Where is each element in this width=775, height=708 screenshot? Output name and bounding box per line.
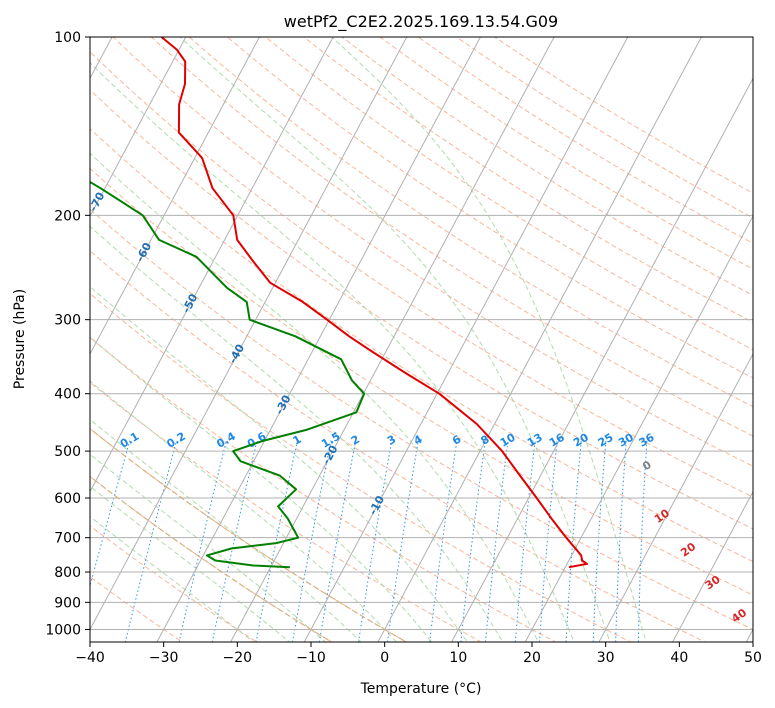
x-tick-label: 30	[597, 650, 615, 666]
dry-adiabat	[90, 250, 707, 642]
y-tick-label: 800	[54, 565, 81, 581]
background-lines	[90, 37, 753, 642]
mixing-ratio-line	[90, 440, 131, 588]
mixing-ratio-line	[178, 440, 227, 642]
y-tick-label: 600	[54, 491, 81, 507]
isotherm-line	[303, 37, 629, 642]
isotherm-line	[90, 37, 187, 218]
y-tick-label: 1000	[45, 622, 81, 638]
x-tick-label: 20	[523, 650, 541, 666]
y-axis: 1000 900 800 700 600 500 400 300 200 100	[45, 30, 90, 638]
x-tick-label: 10	[449, 650, 467, 666]
plot-frame	[89, 36, 754, 643]
profile-series	[90, 37, 588, 569]
moist-adiabat	[90, 380, 398, 642]
isotherm-line	[156, 37, 482, 642]
y-axis-label: Pressure (hPa)	[12, 289, 28, 389]
dry-adiabat	[90, 381, 482, 642]
outer-adiabat-arc	[90, 475, 333, 642]
moist-adiabat	[90, 485, 291, 642]
dry-adiabat	[90, 336, 557, 642]
dry-adiabat	[150, 37, 753, 437]
y-tick-label: 500	[54, 444, 81, 460]
x-tick-label: −20	[223, 650, 253, 666]
isotherm-line	[524, 215, 753, 642]
dry-adiabat	[90, 89, 753, 530]
moist-adiabat	[90, 61, 575, 642]
dry-adiabat	[90, 292, 632, 642]
mixing-ratio-line	[318, 440, 357, 642]
temperature-line	[160, 37, 588, 569]
isotherm-line	[598, 352, 753, 642]
dry-adiabat	[264, 37, 753, 351]
isotherm-line	[90, 37, 334, 493]
isotherm-line	[90, 37, 408, 631]
moist-adiabat	[90, 453, 327, 642]
isotherm-line	[672, 490, 753, 642]
y-tick-label: 700	[54, 531, 81, 547]
isotherm-line	[230, 37, 555, 642]
x-tick-label: 0	[380, 650, 389, 666]
moist-adiabat	[90, 418, 362, 642]
mixing-ratio-line	[292, 440, 332, 642]
x-tick-label: 50	[744, 650, 762, 666]
x-tick-label: 40	[670, 650, 688, 666]
x-tick-label: −40	[75, 650, 105, 666]
y-tick-label: 400	[54, 387, 81, 403]
dry-adiabat	[226, 37, 753, 379]
dry-adiabat	[112, 37, 753, 467]
x-axis-label: Temperature (°C)	[360, 681, 482, 697]
y-tick-label: 200	[54, 208, 81, 224]
dry-adiabat	[379, 37, 753, 270]
dry-adiabat	[90, 128, 753, 563]
dry-adiabat	[188, 37, 753, 408]
dewpoint-line	[90, 180, 366, 569]
isotherm-line	[377, 37, 703, 642]
x-axis: −40 −30 −20 −10 0 10 20 30 40 50	[75, 642, 762, 666]
chart-title: wetPf2_C2E2.2025.169.13.54.G09	[284, 12, 558, 32]
mixing-ratio-line	[211, 440, 258, 642]
moist-adiabat	[90, 285, 468, 642]
dry-adiabat	[341, 37, 753, 296]
x-tick-label: −30	[149, 650, 179, 666]
moist-adiabat	[179, 37, 611, 642]
dry-adiabat	[90, 51, 753, 498]
mixing-ratio-line	[255, 440, 298, 642]
isotherm-line	[90, 37, 261, 355]
mixing-ratio-line	[358, 440, 393, 642]
y-tick-label: 900	[54, 595, 81, 611]
mixing-ratio-line	[124, 440, 177, 642]
dry-adiabat	[90, 208, 753, 630]
dry-adiabat	[303, 37, 753, 323]
isotherm-line	[451, 77, 753, 642]
moist-adiabat	[90, 225, 504, 642]
x-tick-label: −10	[296, 650, 326, 666]
y-tick-label: 100	[54, 30, 81, 46]
y-tick-label: 300	[54, 313, 81, 329]
dry-adiabat	[90, 167, 753, 596]
